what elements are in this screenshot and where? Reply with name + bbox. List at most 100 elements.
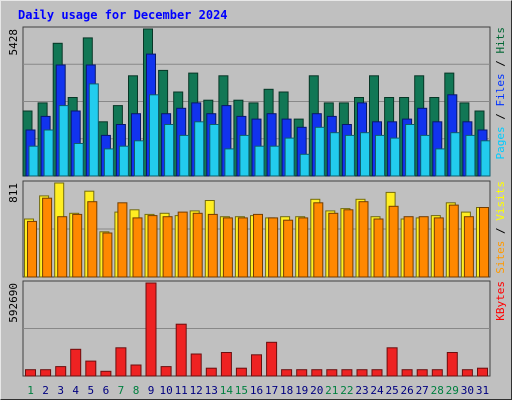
- bar-kbytes-day-14: [220, 352, 232, 377]
- bar-pages-day-8: [134, 140, 144, 177]
- bar-kbytes-day-5: [85, 360, 97, 377]
- legend-item-pages: Pages: [494, 126, 507, 159]
- bar-pages-day-3: [58, 105, 69, 177]
- x-tick-label-day-26: 26: [400, 384, 413, 397]
- bar-kbytes-day-11: [175, 323, 187, 377]
- bar-pages-day-14: [224, 148, 235, 177]
- x-tick-label-day-19: 19: [295, 384, 308, 397]
- x-tick-label-day-16: 16: [250, 384, 263, 397]
- legend-item-files: Files: [494, 73, 507, 106]
- x-tick-label-day-31: 31: [476, 384, 489, 397]
- bar-pages-day-12: [194, 121, 205, 177]
- x-tick-label-day-21: 21: [325, 384, 338, 397]
- legend-item-sites: Sites: [494, 241, 507, 274]
- x-tick-label-day-22: 22: [340, 384, 353, 397]
- legend-separator: /: [494, 54, 507, 74]
- bar-kbytes-day-16: [251, 354, 262, 377]
- legend-pages-files-hits: Pages / Files / Hits: [494, 27, 507, 160]
- bar-sites-day-29: [448, 204, 459, 278]
- bar-kbytes-day-9: [145, 282, 157, 377]
- bar-kbytes-day-10: [160, 366, 172, 377]
- bar-pages-day-17: [269, 145, 280, 177]
- bar-pages-day-19: [299, 153, 310, 177]
- bar-pages-day-26: [405, 124, 416, 177]
- bar-kbytes-day-26: [401, 369, 413, 377]
- legend-item-hits: Hits: [494, 27, 507, 54]
- bar-sites-day-4: [72, 213, 83, 278]
- bar-sites-day-27: [418, 216, 429, 278]
- bar-kbytes-day-15: [235, 367, 247, 377]
- x-tick-label-day-11: 11: [175, 384, 188, 397]
- legend-separator: /: [494, 107, 507, 127]
- bar-kbytes-day-12: [190, 353, 202, 377]
- x-tick-label-day-7: 7: [118, 384, 125, 397]
- bar-sites-day-5: [87, 201, 98, 278]
- bar-pages-day-27: [420, 134, 431, 177]
- bar-kbytes-day-30: [461, 369, 473, 377]
- bar-kbytes-day-1: [25, 369, 36, 377]
- y-max-label: 811: [7, 183, 20, 203]
- bar-sites-day-18: [283, 219, 294, 278]
- bar-kbytes-day-19: [296, 369, 308, 377]
- bar-kbytes-day-28: [431, 369, 443, 377]
- x-tick-label-day-2: 2: [42, 384, 49, 397]
- bar-sites-day-10: [162, 216, 173, 278]
- bar-pages-day-1: [28, 145, 39, 177]
- y-max-label: 5428: [7, 29, 20, 56]
- bar-sites-day-11: [177, 211, 188, 278]
- bar-sites-day-25: [388, 205, 399, 278]
- bar-pages-day-6: [103, 148, 114, 177]
- bar-pages-day-2: [43, 129, 54, 177]
- x-tick-label-day-13: 13: [205, 384, 218, 397]
- x-tick-label-day-8: 8: [133, 384, 140, 397]
- x-tick-label-day-28: 28: [431, 384, 444, 397]
- legend-separator: /: [494, 221, 507, 241]
- bar-sites-day-8: [132, 217, 143, 278]
- bar-sites-day-14: [222, 217, 233, 278]
- bar-sites-day-17: [268, 217, 279, 278]
- bar-sites-day-9: [147, 215, 158, 278]
- bar-sites-day-13: [207, 213, 218, 278]
- bar-pages-day-28: [435, 148, 446, 177]
- legend-item-visits: Visits: [494, 181, 507, 221]
- x-tick-label-day-6: 6: [103, 384, 110, 397]
- legend-kbytes: KBytes: [494, 281, 507, 321]
- chart-title: Daily usage for December 2024: [18, 8, 228, 22]
- bar-sites-day-22: [343, 209, 354, 278]
- bar-sites-day-23: [358, 201, 369, 278]
- bar-sites-day-16: [253, 213, 263, 278]
- bar-pages-day-30: [465, 134, 476, 177]
- bar-pages-day-21: [329, 132, 340, 177]
- bar-sites-day-28: [433, 217, 444, 278]
- x-tick-label-day-12: 12: [190, 384, 203, 397]
- y-max-label: 592690: [7, 283, 20, 323]
- bar-kbytes-day-22: [341, 369, 353, 377]
- x-tick-label-day-1: 1: [27, 384, 34, 397]
- bar-pages-day-9: [149, 94, 159, 177]
- x-tick-label-day-23: 23: [355, 384, 368, 397]
- bar-pages-day-24: [375, 134, 385, 177]
- bar-sites-day-7: [117, 202, 128, 278]
- bar-kbytes-day-20: [311, 369, 323, 377]
- bar-sites-day-19: [298, 217, 309, 278]
- bar-sites-day-26: [403, 216, 414, 278]
- bar-pages-day-25: [390, 137, 401, 177]
- x-tick-label-day-3: 3: [57, 384, 64, 397]
- x-tick-label-day-29: 29: [446, 384, 459, 397]
- bar-kbytes-day-17: [266, 341, 278, 377]
- x-tick-label-day-17: 17: [265, 384, 278, 397]
- x-tick-label-day-10: 10: [159, 384, 172, 397]
- bar-sites-day-2: [42, 197, 53, 278]
- bar-kbytes-day-31: [477, 367, 488, 377]
- bar-pages-day-11: [179, 134, 190, 177]
- x-tick-label-day-24: 24: [370, 384, 384, 397]
- bar-sites-day-20: [313, 202, 324, 278]
- x-tick-label-day-14: 14: [220, 384, 234, 397]
- x-tick-label-day-15: 15: [235, 384, 248, 397]
- bar-sites-day-24: [373, 218, 384, 278]
- bar-kbytes-day-23: [356, 369, 368, 377]
- bar-pages-day-16: [254, 145, 265, 177]
- bar-kbytes-day-2: [40, 369, 52, 377]
- bar-sites-day-21: [328, 212, 339, 278]
